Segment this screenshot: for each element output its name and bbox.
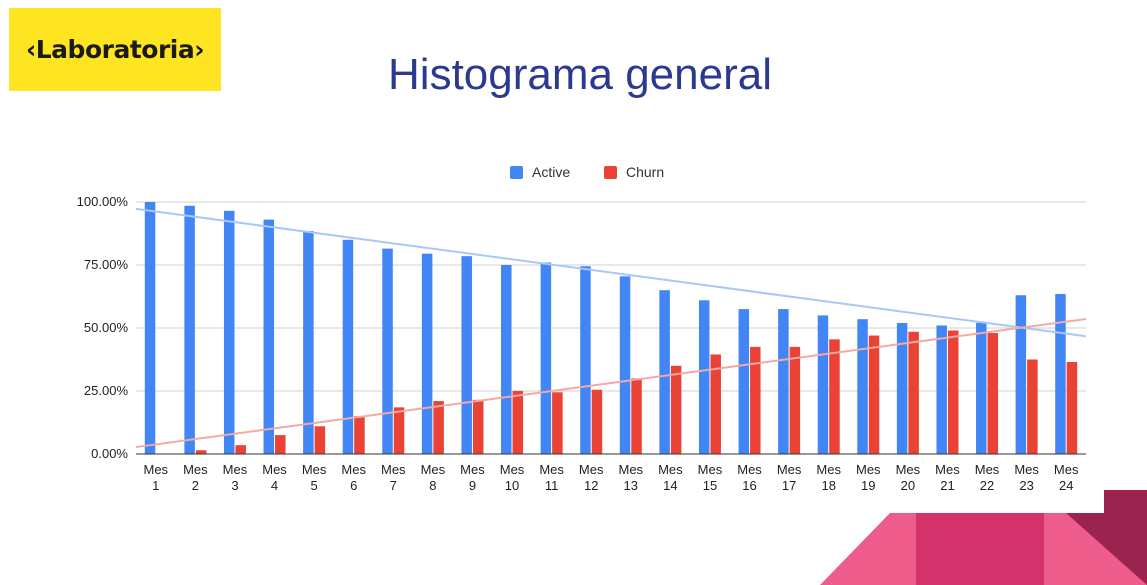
bar-active [540,262,552,454]
bar-churn [472,399,484,454]
bar-active [857,319,868,454]
bar-active [263,219,275,454]
x-tick-label: Mes 18 [816,462,841,493]
chart-axes: 0.00% 25.00% 50.00% 75.00% 100.00% Mes 1 Mes 2 Me… [77,194,1086,493]
bar-churn [235,445,246,454]
chart-trendlines [135,207,1087,449]
x-tick-label: Mes 9 [460,462,485,493]
x-tick-label: Mes 16 [737,462,762,493]
bar-active [619,276,631,454]
decor-magenta-shape [916,513,1044,585]
bar-churn [195,450,207,454]
bar-active [778,309,789,454]
x-tick-label: Mes 19 [856,462,881,493]
bar-active [659,290,670,454]
bar-churn [670,365,682,454]
logo-text: ‹Laboratoria› [25,35,205,64]
x-tick-label: Mes 10 [500,462,525,493]
chart-legend: Active Churn [510,164,664,180]
decor-dark-shape [1066,490,1147,585]
bar-active [1055,293,1066,454]
bar-active [223,210,235,454]
x-tick-label: Mes 8 [421,462,446,493]
bar-churn [789,346,801,454]
y-tick-label: 75.00% [84,257,129,272]
bar-active [342,239,354,454]
bar-active [501,265,512,454]
y-tick-label: 0.00% [91,446,128,461]
y-tick-label: 25.00% [84,383,129,398]
x-tick-label: Mes 11 [539,462,564,493]
trendline-active [135,207,1087,338]
legend-label: Active [532,164,570,180]
bar-churn [829,339,840,454]
bar-churn [314,426,326,454]
x-tick-label: Mes 15 [698,462,723,493]
legend-item-churn: Churn [604,164,664,180]
x-tick-label: Mes 5 [302,462,327,493]
x-tick-label: Mes 22 [975,462,1000,493]
bar-churn [710,354,721,454]
bar-active [817,315,829,454]
bar-churn [433,401,444,454]
bar-churn [1066,362,1078,454]
chart-bars [144,202,1078,454]
bar-churn [868,335,880,454]
bar-churn [750,346,761,454]
page-title: Histograma general [388,50,772,99]
y-tick-label: 100.00% [77,194,129,209]
bar-churn [947,330,959,454]
x-tick-label: Mes 6 [341,462,366,493]
bar-active [580,266,591,454]
bar-active [936,325,947,454]
x-tick-label: Mes 17 [777,462,802,493]
x-tick-label: Mes 1 [144,462,169,493]
x-tick-label: Mes 24 [1054,462,1079,493]
legend-swatch [604,166,617,179]
bar-churn [552,392,563,454]
x-tick-label: Mes 2 [183,462,208,493]
x-tick-label: Mes 7 [381,462,406,493]
x-tick-label: Mes 14 [658,462,683,493]
bar-active [738,309,750,454]
x-tick-label: Mes 12 [579,462,604,493]
y-tick-label: 50.00% [84,320,129,335]
legend-item-active: Active [510,164,570,180]
laboratoria-logo: ‹Laboratoria› [9,8,221,91]
x-tick-label: Mes 21 [935,462,960,493]
bar-churn [591,389,603,454]
bar-active [461,256,472,454]
x-tick-label: Mes 23 [1014,462,1039,493]
bar-active [698,300,710,454]
bar-churn [393,407,405,454]
x-tick-label: Mes 20 [896,462,921,493]
bar-active [1015,295,1027,454]
trendline-churn [135,317,1087,449]
legend-swatch [510,166,523,179]
bar-churn [987,333,999,454]
bar-active [421,253,433,454]
bar-active [144,202,156,454]
bar-churn [354,416,365,454]
bar-churn [275,435,286,454]
bar-active [896,322,908,454]
legend-label: Churn [626,164,664,180]
histogram-chart: Active Churn 0.00% 25.00% 50.00% 75.00% 100.0… [77,164,1087,493]
bar-churn [631,378,642,454]
x-tick-label: Mes 3 [223,462,248,493]
bar-active [382,248,393,454]
bar-active [303,230,314,454]
x-tick-label: Mes 13 [619,462,644,493]
decor-pink-shape [820,513,1147,585]
bar-churn [908,331,919,454]
bar-active [184,205,195,454]
bar-active [976,322,987,454]
x-tick-label: Mes 4 [262,462,287,493]
bar-churn [1027,359,1038,454]
bar-churn [512,391,524,454]
chart-gridlines [136,201,1086,392]
